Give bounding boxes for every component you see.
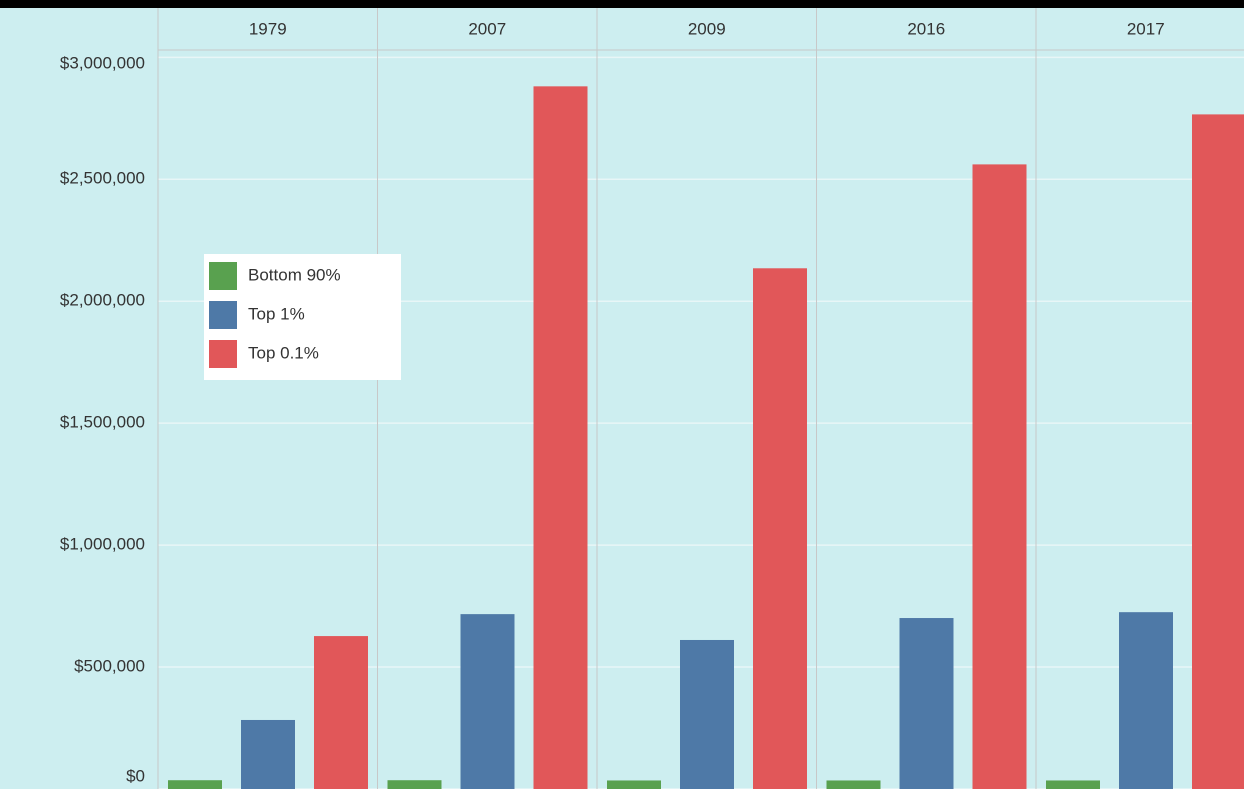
bar (607, 780, 661, 789)
legend-swatch (209, 340, 237, 368)
bar (168, 780, 222, 789)
x-tick-label: 1979 (249, 19, 287, 38)
bar (680, 639, 734, 789)
y-tick-label: $2,000,000 (60, 291, 145, 310)
legend-swatch (209, 262, 237, 290)
bar (972, 164, 1027, 789)
y-tick-label: $0 (126, 766, 145, 785)
x-tick-label: 2007 (468, 19, 506, 38)
y-tick-label: $3,000,000 (60, 53, 145, 72)
x-tick-label: 2016 (907, 19, 945, 38)
bar (314, 636, 368, 789)
y-tick-label: $2,500,000 (60, 169, 145, 188)
legend-label: Top 1% (248, 304, 305, 323)
y-tick-label: $1,500,000 (60, 413, 145, 432)
bar (1119, 612, 1173, 789)
top-bar (0, 0, 1244, 8)
x-tick-label: 2017 (1127, 19, 1165, 38)
bar (533, 86, 588, 789)
legend-label: Bottom 90% (248, 265, 341, 284)
legend-label: Top 0.1% (248, 343, 319, 362)
bar (1046, 780, 1100, 789)
legend-swatch (209, 301, 237, 329)
bar (241, 719, 295, 789)
x-tick-label: 2009 (688, 19, 726, 38)
bar (1192, 114, 1244, 789)
bar (753, 268, 807, 789)
y-tick-label: $500,000 (74, 657, 145, 676)
y-tick-label: $1,000,000 (60, 535, 145, 554)
bar (826, 780, 881, 789)
bar (460, 614, 515, 789)
bar (387, 780, 442, 789)
bar (899, 618, 954, 789)
